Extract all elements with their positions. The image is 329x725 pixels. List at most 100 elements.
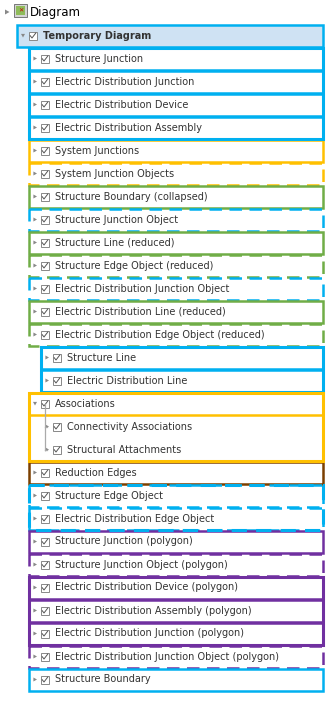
Bar	[29, 600, 323, 621]
Text: Structure Junction Object: Structure Junction Object	[55, 215, 178, 225]
Bar	[29, 254, 323, 276]
Bar	[41, 370, 323, 392]
Bar	[29, 668, 323, 690]
Polygon shape	[5, 9, 10, 14]
Bar	[29, 645, 323, 668]
Polygon shape	[34, 655, 37, 658]
Bar	[41, 676, 49, 684]
Bar	[41, 146, 49, 154]
Bar	[29, 139, 323, 162]
Text: Structure Junction Object (polygon): Structure Junction Object (polygon)	[55, 560, 228, 570]
Bar	[41, 370, 323, 392]
Bar	[29, 254, 323, 276]
Bar	[29, 507, 323, 529]
Bar	[41, 331, 49, 339]
Text: Electric Distribution Line (reduced): Electric Distribution Line (reduced)	[55, 307, 226, 317]
Text: Electric Distribution Device: Electric Distribution Device	[55, 99, 189, 109]
Bar	[29, 645, 323, 668]
Polygon shape	[34, 218, 37, 222]
Polygon shape	[34, 563, 37, 566]
Bar	[29, 139, 323, 162]
Bar	[29, 48, 323, 138]
Text: Electric Distribution Line: Electric Distribution Line	[67, 376, 188, 386]
Bar	[29, 623, 323, 645]
Text: Electric Distribution Junction: Electric Distribution Junction	[55, 77, 194, 86]
Text: Associations: Associations	[55, 399, 116, 408]
Bar	[41, 239, 49, 246]
Text: System Junctions: System Junctions	[55, 146, 139, 155]
Polygon shape	[34, 471, 37, 474]
Text: Reduction Edges: Reduction Edges	[55, 468, 137, 478]
Text: Structure Line: Structure Line	[67, 352, 136, 362]
Bar	[29, 186, 323, 207]
Bar	[29, 462, 323, 484]
Text: Electric Distribution Assembly (polygon): Electric Distribution Assembly (polygon)	[55, 605, 252, 616]
Polygon shape	[34, 172, 37, 175]
Polygon shape	[34, 194, 37, 199]
Bar	[29, 531, 323, 552]
Bar	[41, 54, 49, 62]
Bar	[41, 215, 49, 223]
Bar	[29, 278, 323, 299]
Bar	[29, 162, 323, 184]
Bar	[29, 300, 323, 323]
Bar	[29, 209, 323, 231]
Bar	[41, 347, 323, 392]
Polygon shape	[34, 286, 37, 291]
Bar	[41, 170, 49, 178]
Text: ✕: ✕	[18, 8, 23, 13]
Bar	[17, 25, 323, 46]
Bar	[29, 231, 323, 254]
Polygon shape	[45, 355, 49, 360]
Polygon shape	[34, 57, 37, 60]
Polygon shape	[34, 608, 37, 613]
Bar	[41, 123, 49, 131]
Polygon shape	[34, 677, 37, 682]
Bar	[41, 607, 49, 615]
Bar	[41, 439, 323, 460]
Bar	[29, 553, 323, 576]
Text: Structure Edge Object: Structure Edge Object	[55, 491, 163, 500]
Polygon shape	[34, 333, 37, 336]
Bar	[29, 484, 323, 529]
Bar	[41, 515, 49, 523]
Bar	[41, 347, 323, 368]
Bar	[41, 284, 49, 292]
Text: Structure Junction (polygon): Structure Junction (polygon)	[55, 536, 193, 547]
Bar	[29, 576, 323, 645]
Polygon shape	[34, 539, 37, 544]
Bar	[53, 445, 61, 454]
Text: Electric Distribution Junction Object (polygon): Electric Distribution Junction Object (p…	[55, 652, 279, 661]
Bar	[29, 48, 323, 70]
Bar	[29, 392, 323, 415]
Bar	[41, 629, 49, 637]
Bar	[41, 193, 49, 201]
Polygon shape	[45, 378, 49, 383]
Bar	[53, 354, 61, 362]
Text: Electric Distribution Edge Object (reduced): Electric Distribution Edge Object (reduc…	[55, 329, 265, 339]
Text: Structural Attachments: Structural Attachments	[67, 444, 181, 455]
Bar	[29, 162, 323, 184]
Bar	[41, 492, 49, 500]
Polygon shape	[34, 125, 37, 130]
Text: Structure Boundary (collapsed): Structure Boundary (collapsed)	[55, 191, 208, 202]
Bar	[29, 31, 37, 39]
Polygon shape	[34, 241, 37, 244]
Text: Structure Boundary: Structure Boundary	[55, 674, 151, 684]
Bar	[29, 392, 323, 460]
Bar	[29, 484, 323, 507]
Bar	[41, 560, 49, 568]
Bar	[17, 25, 323, 46]
Polygon shape	[21, 34, 25, 38]
Polygon shape	[34, 102, 37, 107]
Bar	[29, 278, 323, 299]
Polygon shape	[34, 631, 37, 636]
Polygon shape	[34, 263, 37, 268]
Bar	[41, 468, 49, 476]
Bar	[29, 600, 323, 621]
Text: Electric Distribution Device (polygon): Electric Distribution Device (polygon)	[55, 582, 238, 592]
Bar	[29, 186, 323, 207]
Bar	[29, 484, 323, 507]
Text: Structure Line (reduced): Structure Line (reduced)	[55, 238, 174, 247]
Bar	[41, 78, 49, 86]
